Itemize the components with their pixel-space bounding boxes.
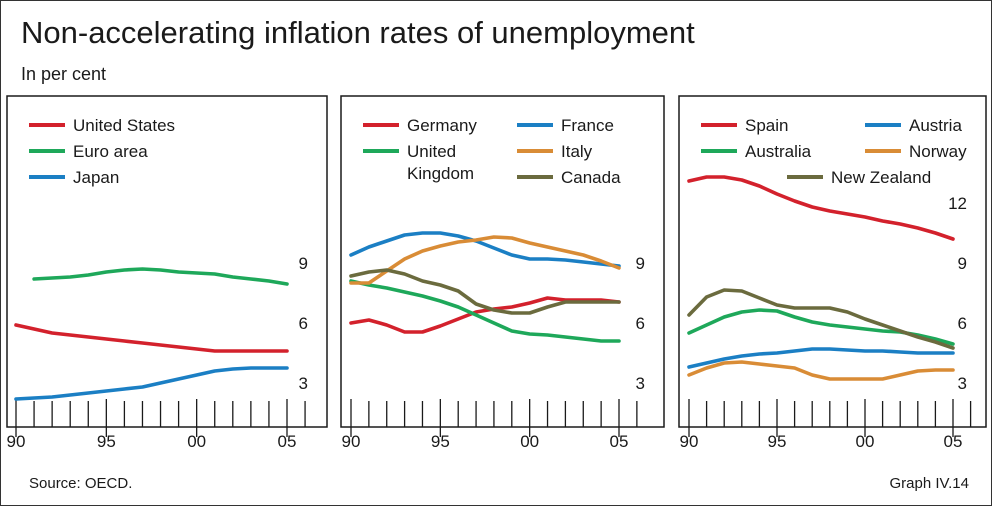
legend-label-austria: Austria (909, 116, 962, 135)
panel-3-x-label-00: 00 (856, 432, 875, 451)
panel-1-x-label-95: 95 (97, 432, 116, 451)
series-line-australia (687, 308, 955, 346)
source-note: Source: OECD. (29, 475, 133, 492)
legend-label-italy: Italy (561, 142, 593, 161)
series-line-france (349, 231, 621, 268)
legend-label-united-kingdom: United (407, 142, 456, 161)
panel-2-x-label-00: 00 (520, 432, 539, 451)
panel-2-x-label-05: 05 (610, 432, 629, 451)
legend-label-norway: Norway (909, 142, 967, 161)
panel-1-y-label-3: 3 (299, 374, 308, 393)
legend-label-new-zealand: New Zealand (831, 168, 931, 187)
panel-1-x-label-00: 00 (187, 432, 206, 451)
panel-3-frame (678, 95, 987, 428)
panel-3-y-label-9: 9 (958, 254, 967, 273)
panel-3-x-label-90: 90 (680, 432, 699, 451)
series-line-japan (14, 366, 289, 401)
legend-label-japan: Japan (73, 168, 119, 187)
panel-2-y-label-3: 3 (636, 374, 645, 393)
series-line-spain (687, 175, 955, 241)
series-line-canada (349, 268, 621, 315)
legend-label-france: France (561, 116, 614, 135)
panel-1-y-label-9: 9 (299, 254, 308, 273)
panel-3-y-label-3: 3 (958, 374, 967, 393)
panel-1-frame (6, 95, 328, 428)
series-line-germany (349, 296, 621, 334)
series-line-norway (687, 360, 955, 381)
chart-subtitle: In per cent (21, 64, 107, 84)
panel-3-y-label-6: 6 (958, 314, 967, 333)
panel-2-y-label-6: 6 (636, 314, 645, 333)
legend-label-germany: Germany (407, 116, 477, 135)
panel-2-y-label-9: 9 (636, 254, 645, 273)
panel-1-y-label-6: 6 (299, 314, 308, 333)
chart-title: Non-accelerating inflation rates of unem… (21, 15, 695, 50)
panel-1-x-label-05: 05 (278, 432, 297, 451)
legend-label-united-states: United States (73, 116, 175, 135)
legend-label-united-kingdom: Kingdom (407, 164, 474, 183)
legend-label-euro-area: Euro area (73, 142, 148, 161)
panel-2-x-label-90: 90 (342, 432, 361, 451)
panel-3-x-label-95: 95 (768, 432, 787, 451)
legend-label-australia: Australia (745, 142, 812, 161)
legend-label-spain: Spain (745, 116, 788, 135)
panel-3-y-label-12: 12 (948, 194, 967, 213)
series-line-austria (687, 347, 955, 369)
panel-2-frame (340, 95, 665, 428)
series-line-new-zealand (687, 288, 955, 350)
panel-2-x-label-95: 95 (431, 432, 450, 451)
graph-number: Graph IV.14 (889, 475, 969, 492)
series-line-euro-area (32, 267, 289, 286)
series-line-italy (349, 235, 621, 285)
panel-3-x-label-05: 05 (944, 432, 963, 451)
series-line-united-states (14, 323, 289, 353)
panel-1-x-label-90: 90 (7, 432, 26, 451)
series-line-united-kingdom (349, 279, 621, 343)
legend-label-canada: Canada (561, 168, 621, 187)
